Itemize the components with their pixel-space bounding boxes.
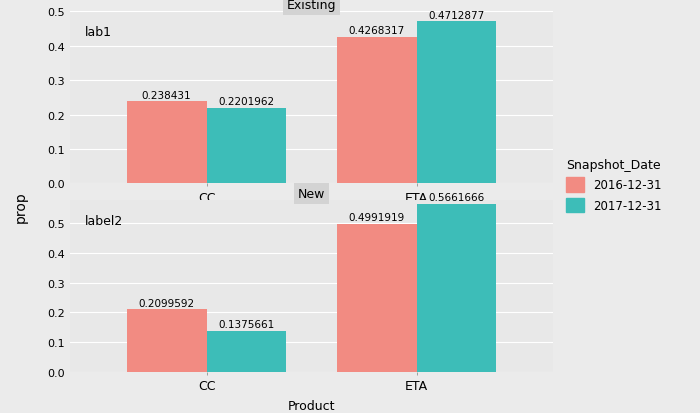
Text: lab1: lab1: [85, 26, 112, 39]
Text: 0.2201962: 0.2201962: [218, 97, 274, 107]
Bar: [416, 22, 496, 184]
Text: 0.4991919: 0.4991919: [349, 213, 405, 223]
Text: 0.4268317: 0.4268317: [349, 26, 405, 36]
Title: Existing: Existing: [287, 0, 336, 12]
Bar: [337, 224, 416, 372]
Bar: [206, 331, 286, 372]
Bar: [127, 310, 206, 372]
Text: 0.238431: 0.238431: [142, 90, 191, 100]
Text: 0.1375661: 0.1375661: [218, 320, 274, 330]
Text: label2: label2: [85, 214, 123, 227]
Bar: [337, 38, 416, 184]
Text: prop: prop: [14, 191, 28, 222]
Text: Product: Product: [288, 399, 335, 412]
Text: 0.2099592: 0.2099592: [139, 298, 195, 308]
Text: 0.5661666: 0.5661666: [428, 193, 484, 203]
Title: New: New: [298, 188, 326, 200]
Bar: [416, 204, 496, 372]
Bar: [206, 108, 286, 184]
Legend: 2016-12-31, 2017-12-31: 2016-12-31, 2017-12-31: [566, 159, 662, 213]
Text: 0.4712877: 0.4712877: [428, 11, 484, 21]
Bar: [127, 102, 206, 184]
